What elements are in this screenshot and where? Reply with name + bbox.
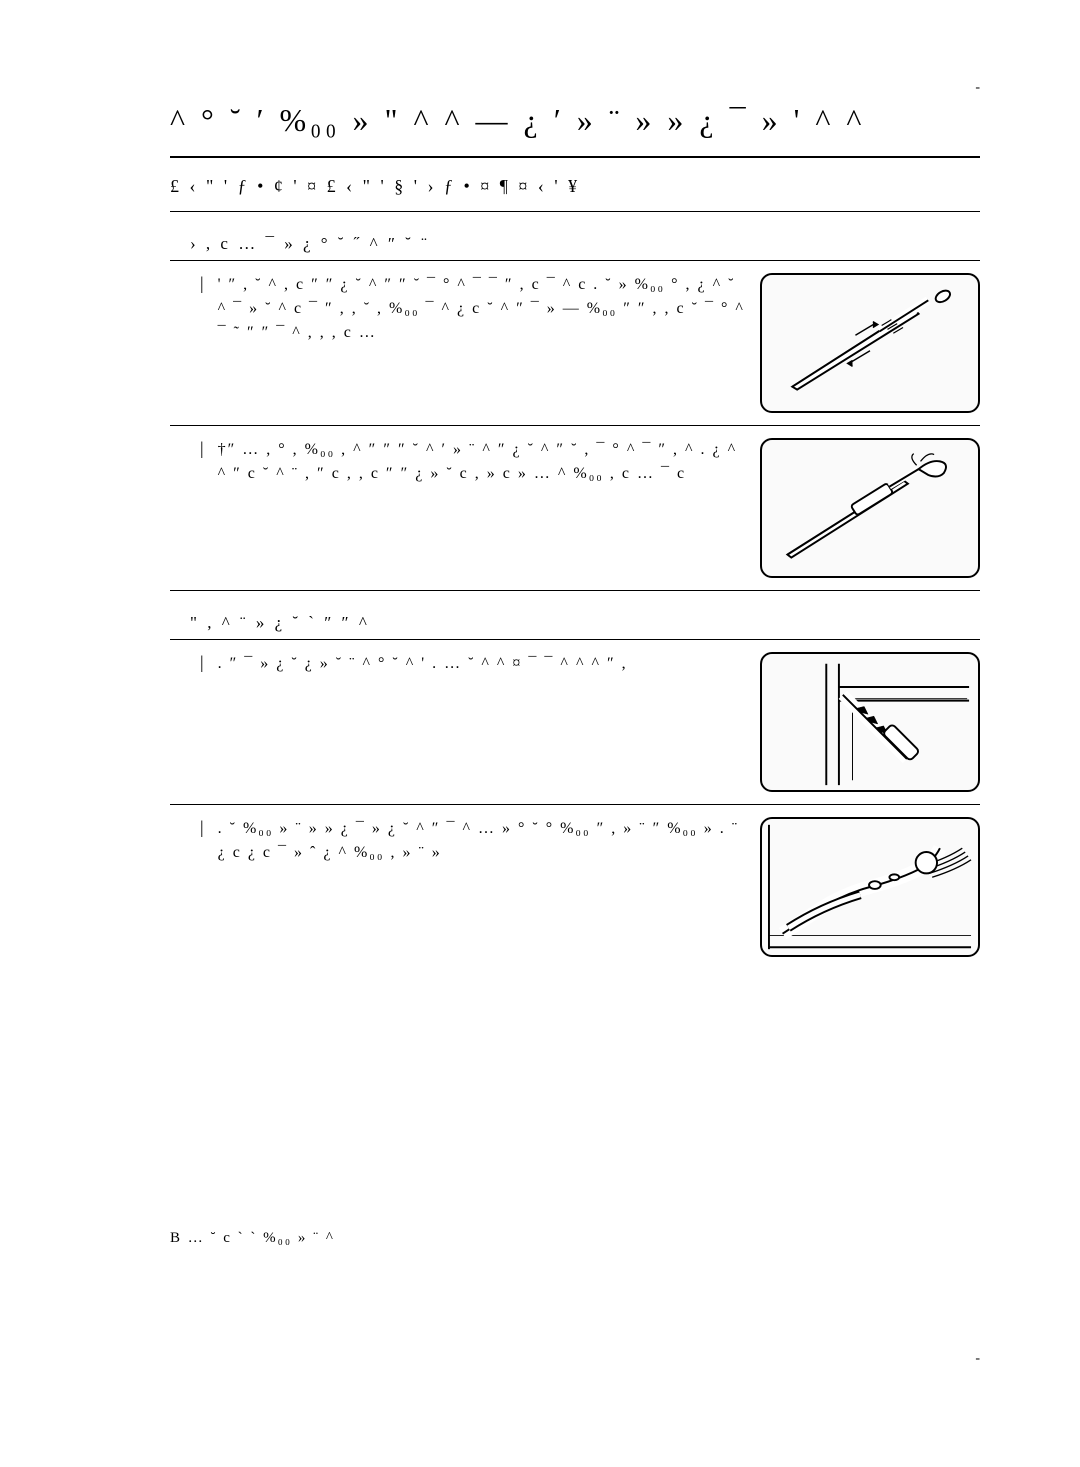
- section-heading: £ ‹ " ' ƒ • ¢ ' ¤ £ ‹ " ' § ' › ƒ • ¤ ¶ …: [170, 158, 980, 212]
- bullet-icon: |: [200, 652, 204, 792]
- page-title: ^ ° ˘ ′ %₀₀ » " ^ ^ — ¿ ′ » ¨ » » ¿ ¯ » …: [170, 100, 980, 158]
- bullet-icon: |: [200, 273, 204, 413]
- bullet-icon: |: [200, 817, 204, 957]
- page-body: ^ ° ˘ ′ %₀₀ » " ^ ^ — ¿ ′ » ¨ » » ¿ ¯ » …: [0, 0, 1080, 1029]
- instruction-text: †″ … , ° , %₀₀ , ^ ″ ″ ″ ˘ ^ ′ » ¨ ^ ″ ¿…: [218, 438, 746, 578]
- subheading-1: › , c … ¯ » ¿ ° ˘ ˝ ^ ″ ˘ ¨: [170, 212, 980, 261]
- instruction-row: | ' ″ , ˘ ^ , c ″ ″ ¿ ˘ ^ ″ ″ ˘ ¯ ° ^ ¯ …: [170, 261, 980, 426]
- page-marker-top: ‑: [975, 80, 980, 96]
- instruction-text: . ˘ %₀₀ » ¨ » » ¿ ¯ » ¿ ˘ ^ ″ ¯ ^ … » ° …: [218, 817, 746, 957]
- instruction-text: . ″ ¯ » ¿ ˘ ¿ » ˘ ¨ ^ ° ˘ ^ ' . … ˘ ^ ^ …: [218, 652, 746, 792]
- illustration-corner-nozzle: [760, 652, 980, 792]
- bullet-icon: |: [200, 438, 204, 578]
- page-marker-bottom: ‑: [975, 1351, 980, 1367]
- illustration-extend-tube: [760, 273, 980, 413]
- instruction-row: | . ˘ %₀₀ » ¨ » » ¿ ¯ » ¿ ˘ ^ ″ ¯ ^ … » …: [170, 805, 980, 969]
- subheading-2: " , ^ ¨ » ¿ ˘ ` ″ ″ ^: [170, 591, 980, 640]
- footer-text: B … ˘ c ` ` %₀₀ » ¨ ^: [170, 1230, 335, 1247]
- instruction-row: | . ″ ¯ » ¿ ˘ ¿ » ˘ ¨ ^ ° ˘ ^ ' . … ˘ ^ …: [170, 640, 980, 805]
- illustration-attach-handle: [760, 438, 980, 578]
- instruction-text: ' ″ , ˘ ^ , c ″ ″ ¿ ˘ ^ ″ ″ ˘ ¯ ° ^ ¯ ¯ …: [218, 273, 746, 413]
- illustration-hose-handle: [760, 817, 980, 957]
- instruction-row: | †″ … , ° , %₀₀ , ^ ″ ″ ″ ˘ ^ ′ » ¨ ^ ″…: [170, 426, 980, 591]
